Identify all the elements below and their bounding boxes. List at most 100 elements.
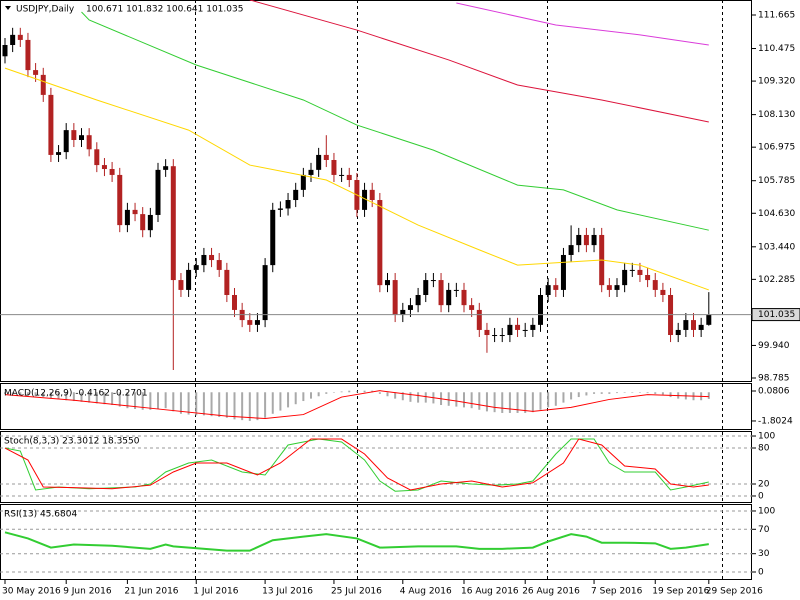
candle-body bbox=[576, 234, 582, 246]
macd-bar bbox=[608, 392, 611, 394]
x-tick-label: 19 Sep 2016 bbox=[652, 587, 709, 597]
candle-body bbox=[209, 254, 215, 261]
macd-bar bbox=[225, 392, 228, 418]
macd-bar bbox=[72, 392, 75, 402]
macd-bar bbox=[317, 392, 320, 397]
macd-bar bbox=[539, 392, 542, 410]
macd-bar bbox=[164, 392, 167, 409]
candle-body bbox=[124, 209, 130, 226]
oscillator-line bbox=[4, 531, 709, 552]
y-tick-label: 111.665 bbox=[758, 10, 795, 20]
candle-body bbox=[652, 280, 658, 290]
macd-bar bbox=[600, 392, 603, 394]
candle-body bbox=[362, 189, 368, 210]
macd-bar bbox=[118, 392, 121, 407]
candle-body bbox=[170, 166, 176, 281]
x-tick-label: 7 Sep 2016 bbox=[591, 587, 643, 597]
y-tick-label: 100 bbox=[758, 432, 775, 442]
candle-body bbox=[40, 74, 46, 95]
macd-bar bbox=[654, 392, 657, 394]
macd-bar bbox=[88, 392, 91, 403]
y-tick-label: 70 bbox=[758, 525, 770, 535]
signal-line bbox=[4, 390, 709, 420]
y-tick-label: 98.785 bbox=[758, 373, 790, 383]
candle-body bbox=[2, 45, 8, 57]
candle-body bbox=[522, 329, 528, 331]
x-tick-label: 9 Jun 2016 bbox=[63, 587, 112, 597]
candle-body bbox=[186, 269, 192, 290]
candle-body bbox=[369, 189, 375, 201]
candle-body bbox=[71, 130, 77, 140]
candle-body bbox=[583, 234, 589, 246]
candle-body bbox=[17, 34, 23, 40]
candle-body bbox=[553, 285, 559, 290]
candle-body bbox=[201, 254, 207, 266]
candle-body bbox=[446, 289, 452, 306]
candle-body bbox=[629, 269, 635, 271]
candle-body bbox=[423, 280, 429, 295]
macd-bar bbox=[363, 390, 366, 393]
pane bbox=[0, 435, 752, 497]
macd-bar bbox=[378, 392, 381, 394]
candle-body bbox=[247, 320, 253, 325]
candle-body bbox=[645, 274, 651, 281]
candle-body bbox=[147, 214, 153, 231]
x-tick-label: 25 Jul 2016 bbox=[331, 587, 382, 597]
y-tick-label: 104.630 bbox=[758, 209, 795, 219]
macd-bar bbox=[157, 392, 159, 409]
macd-bar bbox=[616, 392, 618, 394]
macd-bar bbox=[447, 392, 450, 406]
candle-body bbox=[568, 245, 574, 255]
pane-title: Stoch(8,3,3) 23.3012 18.3550 bbox=[4, 437, 140, 447]
candle-body bbox=[438, 280, 444, 306]
macd-bar bbox=[401, 392, 404, 401]
macd-bar bbox=[547, 392, 550, 408]
macd-bar bbox=[172, 392, 175, 412]
chart-title: USDJPY,Daily bbox=[16, 5, 75, 15]
macd-bar bbox=[424, 392, 427, 403]
macd-bar bbox=[516, 392, 519, 413]
y-tick-label: 105.785 bbox=[758, 176, 795, 186]
candle-body bbox=[683, 320, 689, 330]
y-tick-label: -1.8024 bbox=[758, 416, 793, 426]
x-tick-label: 4 Aug 2016 bbox=[400, 587, 452, 597]
macd-bar bbox=[707, 392, 710, 399]
macd-bar bbox=[409, 392, 412, 402]
macd-bar bbox=[241, 392, 244, 421]
candle-body bbox=[469, 305, 475, 310]
candle-body bbox=[706, 314, 712, 325]
candle-body bbox=[277, 208, 283, 210]
macd-bar bbox=[279, 392, 282, 411]
macd-bar bbox=[134, 392, 137, 409]
macd-bar bbox=[4, 392, 6, 394]
macd-bar bbox=[355, 391, 358, 393]
candle-body bbox=[530, 324, 536, 330]
macd-bar bbox=[508, 392, 511, 413]
macd-bar bbox=[325, 392, 328, 394]
macd-bar bbox=[95, 392, 98, 404]
macd-bar bbox=[562, 392, 565, 403]
pane bbox=[2, 0, 712, 370]
macd-bar bbox=[501, 392, 504, 413]
symbol-icon bbox=[5, 6, 11, 10]
moving-average bbox=[456, 2, 709, 46]
y-tick-label: 100 bbox=[758, 506, 775, 516]
candle-body bbox=[224, 269, 230, 295]
candle-body bbox=[339, 174, 345, 176]
macd-bar bbox=[179, 392, 182, 414]
x-tick-label: 1 Jul 2016 bbox=[193, 587, 238, 597]
x-tick-label: 16 Aug 2016 bbox=[461, 587, 519, 597]
candle-body bbox=[331, 159, 337, 175]
macd-bar bbox=[577, 392, 580, 398]
candle-body bbox=[385, 280, 390, 286]
y-tick-label: 109.320 bbox=[758, 77, 795, 87]
candle-body bbox=[63, 130, 69, 153]
macd-bar bbox=[80, 392, 83, 402]
candle-body bbox=[33, 70, 39, 75]
moving-average bbox=[4, 67, 709, 291]
candle-body bbox=[155, 169, 161, 215]
candle-body bbox=[86, 135, 92, 150]
pane-title: RSI(13) 45.6804 bbox=[4, 510, 77, 520]
candle-body bbox=[193, 265, 199, 270]
